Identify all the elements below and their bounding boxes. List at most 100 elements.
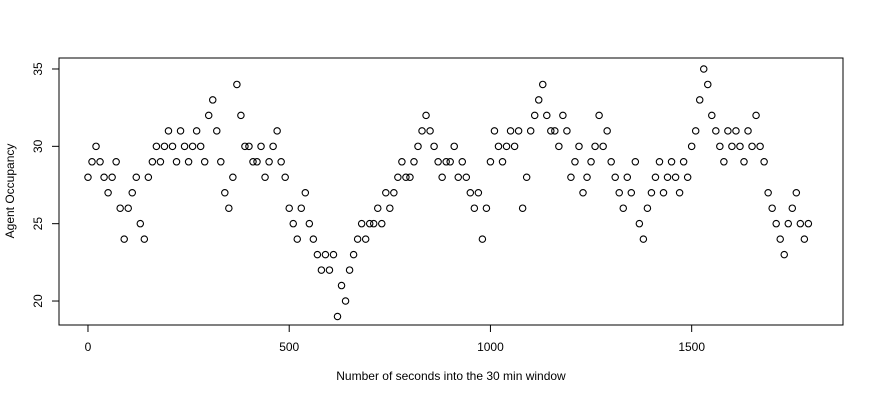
point bbox=[780, 250, 788, 259]
point bbox=[378, 219, 386, 228]
point bbox=[337, 281, 346, 290]
point bbox=[208, 96, 217, 104]
point bbox=[768, 204, 776, 212]
point bbox=[667, 158, 676, 166]
point bbox=[321, 250, 330, 259]
point bbox=[675, 188, 684, 197]
point bbox=[217, 158, 225, 166]
point bbox=[724, 127, 732, 135]
point bbox=[313, 250, 322, 259]
point bbox=[96, 158, 104, 166]
point bbox=[269, 142, 277, 151]
point bbox=[277, 158, 285, 166]
point bbox=[394, 173, 402, 182]
x-tick-label: 1000 bbox=[477, 340, 504, 354]
point bbox=[108, 173, 116, 182]
point bbox=[361, 235, 370, 243]
point bbox=[514, 127, 523, 135]
point bbox=[309, 235, 318, 243]
x-tick-label: 500 bbox=[279, 340, 299, 354]
point bbox=[559, 111, 567, 120]
point bbox=[671, 173, 680, 182]
point bbox=[289, 219, 297, 228]
point bbox=[691, 127, 700, 135]
point bbox=[595, 111, 603, 120]
point bbox=[438, 173, 446, 182]
point bbox=[136, 219, 145, 228]
point bbox=[486, 158, 495, 166]
point bbox=[462, 173, 471, 182]
point bbox=[184, 158, 193, 166]
point bbox=[567, 173, 575, 182]
point bbox=[575, 142, 583, 151]
y-tick-label: 25 bbox=[31, 217, 45, 231]
y-tick-label: 20 bbox=[31, 294, 45, 308]
point bbox=[530, 111, 539, 120]
point bbox=[534, 96, 543, 104]
point bbox=[712, 127, 720, 135]
point bbox=[683, 173, 692, 182]
point bbox=[160, 142, 169, 151]
point bbox=[470, 204, 479, 212]
point bbox=[792, 188, 801, 197]
point bbox=[796, 219, 805, 228]
point bbox=[635, 219, 644, 228]
point bbox=[426, 127, 434, 135]
point bbox=[257, 142, 265, 151]
point bbox=[482, 204, 491, 212]
point bbox=[180, 142, 189, 151]
point bbox=[502, 142, 511, 151]
point bbox=[772, 219, 780, 228]
point bbox=[752, 111, 760, 120]
point bbox=[615, 188, 623, 197]
point bbox=[386, 204, 394, 212]
point bbox=[164, 127, 173, 135]
point bbox=[204, 111, 213, 120]
point bbox=[756, 142, 764, 151]
point bbox=[349, 250, 358, 259]
point bbox=[116, 204, 124, 212]
point bbox=[699, 65, 708, 73]
y-tick-label: 35 bbox=[31, 62, 45, 76]
point bbox=[225, 204, 233, 212]
point bbox=[510, 142, 519, 151]
point bbox=[192, 127, 201, 135]
point bbox=[695, 96, 704, 104]
point bbox=[446, 158, 454, 166]
point bbox=[410, 158, 418, 166]
point bbox=[659, 188, 668, 197]
point bbox=[402, 173, 410, 182]
point bbox=[317, 266, 326, 274]
point bbox=[418, 127, 426, 135]
point bbox=[744, 127, 752, 135]
point bbox=[430, 142, 438, 151]
point bbox=[655, 158, 664, 166]
point bbox=[390, 188, 398, 197]
point bbox=[539, 80, 547, 89]
point bbox=[148, 158, 157, 166]
point bbox=[172, 158, 181, 166]
point bbox=[607, 158, 615, 166]
point bbox=[221, 188, 229, 197]
point bbox=[152, 142, 161, 151]
point bbox=[474, 188, 483, 197]
point bbox=[490, 127, 499, 135]
point bbox=[651, 173, 660, 182]
point bbox=[120, 235, 128, 243]
point bbox=[168, 142, 177, 151]
point bbox=[555, 142, 563, 151]
x-tick-label: 0 bbox=[85, 340, 92, 354]
point bbox=[599, 142, 607, 151]
point bbox=[506, 127, 515, 135]
point bbox=[647, 188, 656, 197]
point bbox=[156, 158, 165, 166]
point bbox=[140, 235, 149, 243]
point bbox=[92, 142, 100, 151]
point bbox=[708, 111, 716, 120]
point bbox=[748, 142, 756, 151]
point bbox=[627, 188, 636, 197]
point bbox=[229, 173, 237, 182]
y-tick-label: 30 bbox=[31, 139, 45, 153]
point bbox=[253, 158, 261, 166]
